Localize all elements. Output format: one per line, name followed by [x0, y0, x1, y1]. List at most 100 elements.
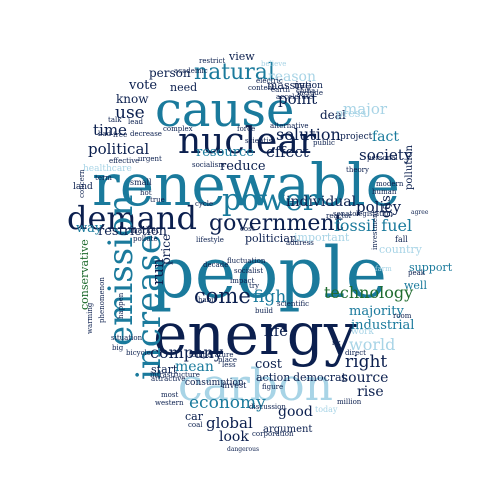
word-big: big — [112, 344, 124, 352]
word-society: society — [359, 146, 413, 164]
word-hot: hot — [140, 189, 152, 197]
word-coal: coal — [188, 421, 203, 429]
word-force: force — [237, 125, 256, 133]
word-small: small — [130, 178, 152, 187]
word-try: try — [249, 282, 260, 290]
word-cost: cost — [255, 357, 283, 372]
word-reactor: reactor — [326, 212, 352, 220]
word-complex: complex — [163, 125, 193, 133]
word-urgent: urgent — [138, 155, 162, 163]
word-infrastructure: infrastructure — [150, 371, 200, 379]
word-solution: solution — [276, 125, 341, 144]
word-legislation: legislation — [356, 210, 393, 218]
word-bad: bad — [98, 130, 112, 138]
word-fight: fight — [253, 287, 294, 307]
word-modern: modern — [376, 180, 404, 188]
word-good: good — [278, 404, 313, 420]
word-country: country — [379, 243, 422, 256]
word-argument: argument — [263, 424, 313, 435]
word-massive: massive — [267, 79, 312, 92]
word-press: press — [336, 107, 367, 120]
word-most: most — [161, 391, 179, 399]
word-cause: cause — [155, 82, 295, 138]
word-power: power — [222, 183, 318, 218]
word-company: company — [150, 343, 223, 362]
word-today: today — [315, 405, 338, 414]
word-academic: academic — [174, 67, 208, 75]
word-support: support — [409, 261, 453, 274]
word-build: build — [255, 307, 273, 315]
word-effective: effective — [109, 157, 140, 165]
word-less: less — [222, 361, 236, 369]
word-lifestyle: lifestyle — [196, 236, 224, 244]
word-global: global — [206, 414, 253, 432]
word-cost: cost — [240, 225, 255, 233]
word-senator: senator — [333, 210, 360, 218]
word-dangerous: dangerous — [227, 446, 260, 453]
word-western: western — [155, 399, 184, 407]
word-fix: fix — [332, 339, 341, 347]
word-democrat: democrat — [293, 371, 347, 384]
word-discussion: discussion — [249, 403, 286, 411]
word-demand: demand — [67, 199, 197, 237]
word-view: view — [229, 50, 255, 63]
word-carbon: carbon — [178, 360, 333, 411]
word-content: content — [248, 84, 275, 92]
word-cycle: cycle — [195, 200, 214, 208]
word-true: true — [150, 196, 165, 204]
word-alternative: alternative — [270, 122, 309, 130]
word-policy: policy — [356, 198, 402, 216]
word-direct: direct — [345, 349, 366, 357]
word-temperature: temperature — [189, 351, 234, 359]
word-project: project — [340, 132, 373, 142]
word-way: way — [76, 221, 103, 236]
word-earth: earth — [271, 86, 290, 94]
word-need: need — [170, 81, 198, 94]
word-price: price — [159, 233, 173, 265]
word-personal: personal — [367, 154, 398, 162]
word-theory: theory — [346, 166, 369, 174]
word-figure: figure — [262, 383, 284, 391]
word-socialist: socialist — [234, 267, 264, 275]
word-know: know — [116, 92, 149, 106]
word-point: point — [278, 90, 318, 108]
word-economy: economy — [189, 393, 266, 413]
word-political: political — [88, 140, 150, 158]
word-pollute: pollute — [133, 235, 158, 243]
word-farm: farm — [375, 265, 392, 273]
word-pollution: pollution — [404, 145, 415, 190]
word-natural: natural — [194, 60, 275, 85]
word-fluctuation: fluctuation — [227, 257, 266, 265]
word-happen: happen — [117, 292, 125, 319]
word-vote: vote — [129, 78, 158, 93]
word-attractive: attractive — [151, 375, 186, 383]
word-consumption: consumption — [185, 378, 244, 388]
word-industrial: industrial — [351, 318, 415, 333]
word-china: china — [296, 87, 316, 95]
word-deal: deal — [320, 108, 346, 122]
word-believe: believe — [261, 60, 287, 68]
word-reduce: reduce — [220, 159, 266, 174]
word-accelerate: accelerate — [276, 93, 314, 101]
word-agree: agree — [411, 209, 429, 216]
word-decade: decade — [203, 261, 229, 269]
word-talk: talk — [108, 116, 122, 124]
word-work: work — [351, 327, 374, 337]
word-politician: politician — [245, 232, 297, 245]
word-restrict: restrict — [199, 57, 226, 65]
word-corporation: corporation — [252, 430, 294, 438]
word-healthcare: healthcare — [83, 164, 132, 174]
word-renewable: renewable — [92, 151, 400, 219]
word-warming: warming — [86, 302, 94, 334]
word-come: come — [194, 284, 251, 308]
word-peak: peak — [408, 269, 426, 277]
word-right: right — [345, 352, 388, 372]
word-majority: majority — [349, 304, 404, 319]
word-energy: energy — [153, 300, 357, 368]
word-life: life — [264, 322, 289, 340]
word-situation: situation — [111, 334, 143, 342]
word-mean: mean — [175, 359, 214, 375]
word-effect: effect — [266, 143, 309, 161]
word-electric: electric — [256, 77, 283, 85]
